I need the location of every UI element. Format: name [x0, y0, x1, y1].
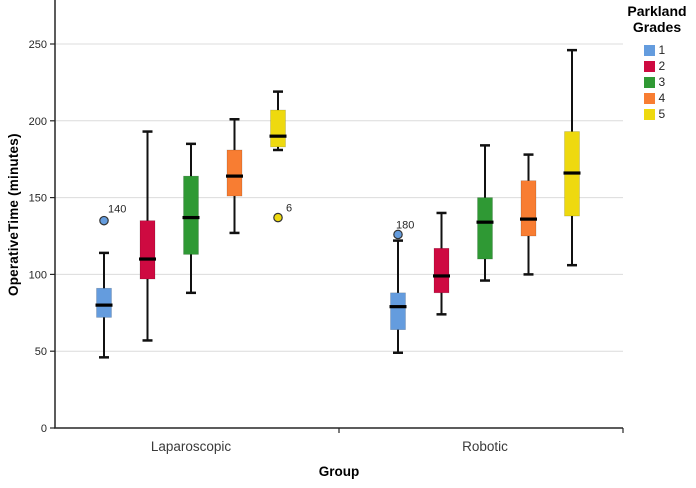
box-robotic-grade-3	[477, 197, 493, 260]
legend-label-grade-5: 5	[658, 107, 666, 121]
y-tick-label: 0	[41, 423, 47, 435]
median-robotic-grade-3	[476, 220, 494, 224]
median-robotic-grade-1	[389, 305, 407, 309]
box-laparoscopic-grade-5	[270, 109, 286, 148]
box-robotic-grade-1	[390, 292, 406, 330]
legend-swatch-grade-3	[643, 76, 655, 88]
y-tick-label: 200	[29, 116, 47, 128]
legend-title-line-2: Grades	[632, 19, 682, 35]
legend-swatch-grade-2	[643, 60, 655, 72]
median-laparoscopic-grade-3	[182, 215, 200, 220]
group-label-laparoscopic: Laparoscopic	[151, 439, 232, 454]
legend-items: 1 2 3 4 5	[620, 42, 694, 122]
legend-label-grade-4: 4	[658, 91, 666, 105]
median-robotic-grade-4	[520, 217, 537, 221]
outlier-point-laparoscopic-grade-1	[99, 215, 109, 226]
legend-swatch-grade-5	[643, 108, 655, 120]
y-tick-label: 100	[29, 269, 47, 281]
outlier-point-robotic-grade-1	[393, 229, 403, 240]
median-robotic-grade-5	[563, 171, 581, 175]
group-label-robotic: Robotic	[462, 439, 508, 454]
y-tick-label: 250	[29, 39, 47, 51]
box-robotic-grade-4	[520, 180, 537, 237]
outlier-label-laparoscopic-grade-5: 6	[286, 203, 292, 215]
median-laparoscopic-grade-4	[226, 174, 243, 178]
box-laparoscopic-grade-2	[139, 220, 156, 280]
legend-item-grade-2: 2	[620, 58, 694, 74]
x-axis-title: Group	[318, 464, 360, 479]
y-tick-label: 150	[29, 193, 47, 205]
legend-item-grade-1: 1	[620, 42, 694, 58]
legend-item-grade-3: 3	[620, 74, 694, 90]
legend-title: Parkland Grades	[620, 3, 694, 35]
legend-label-grade-1: 1	[658, 43, 666, 57]
legend-item-grade-4: 4	[620, 90, 694, 106]
legend-item-grade-5: 5	[620, 106, 694, 122]
y-axis-title: OperativeTime (minutes)	[6, 133, 21, 297]
box-laparoscopic-grade-1	[96, 287, 112, 318]
median-laparoscopic-grade-1	[95, 303, 113, 307]
legend-swatch-grade-4	[643, 92, 655, 104]
legend-label-grade-3: 3	[658, 75, 666, 89]
box-robotic-grade-2	[433, 247, 450, 294]
outlier-label-laparoscopic-grade-1: 140	[108, 204, 126, 216]
legend-title-line-1: Parkland	[627, 3, 687, 19]
box-laparoscopic-grade-4	[226, 149, 243, 197]
y-tick-label: 50	[35, 346, 47, 358]
median-robotic-grade-2	[433, 274, 450, 278]
legend-label-grade-2: 2	[658, 59, 666, 73]
outlier-point-laparoscopic-grade-5	[273, 212, 283, 223]
legend-swatch-grade-1	[643, 44, 655, 56]
median-laparoscopic-grade-5	[269, 134, 287, 138]
box-laparoscopic-grade-3	[183, 175, 199, 255]
outlier-label-robotic-grade-1: 180	[396, 219, 414, 231]
median-laparoscopic-grade-2	[139, 257, 156, 261]
legend: Parkland Grades 1 2 3 4 5	[620, 3, 694, 122]
